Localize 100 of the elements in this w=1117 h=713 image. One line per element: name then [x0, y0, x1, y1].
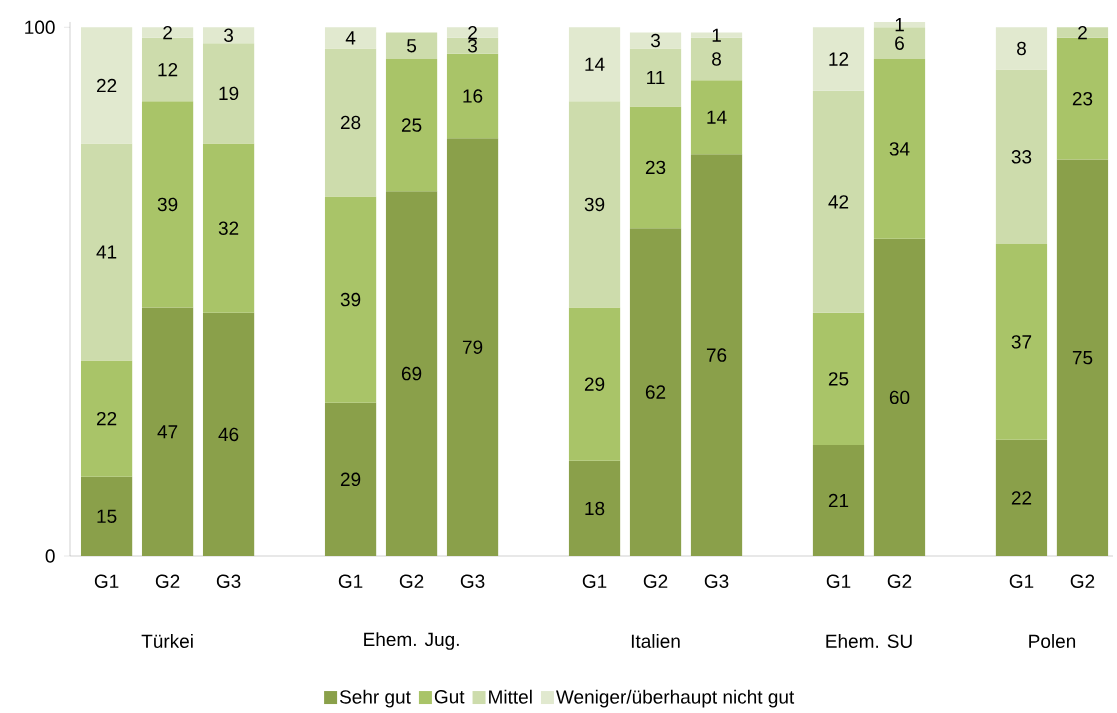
bar — [995, 439, 1048, 556]
bar — [629, 48, 682, 107]
bar — [873, 238, 926, 556]
bar — [80, 476, 133, 556]
x-tick-label: G3 — [460, 574, 485, 588]
y-tick-label: 100 — [25, 20, 55, 35]
bar — [141, 307, 194, 556]
bar — [629, 106, 682, 229]
x-tick-label: G1 — [1009, 574, 1034, 588]
bar — [202, 143, 255, 313]
data-label: 1 — [895, 18, 904, 32]
data-label: 29 — [584, 377, 605, 391]
bar — [873, 59, 926, 239]
data-label: 25 — [828, 372, 849, 386]
bar — [324, 402, 377, 556]
bar — [995, 244, 1048, 440]
data-label: 25 — [401, 118, 422, 132]
bar — [80, 27, 133, 144]
data-label: 3 — [224, 28, 234, 42]
x-tick-label: G1 — [826, 574, 851, 588]
bar — [385, 191, 438, 556]
data-label: 28 — [340, 115, 361, 130]
data-label: 33 — [1011, 150, 1032, 164]
legend-label: Mittel — [489, 689, 532, 704]
bar — [568, 460, 621, 556]
data-label: 29 — [340, 472, 361, 487]
bar — [568, 101, 621, 308]
bar — [324, 27, 377, 49]
data-label: 2 — [1078, 25, 1087, 40]
x-tick-label: G1 — [582, 574, 607, 588]
x-tick-label: G2 — [643, 574, 668, 588]
data-label: 62 — [645, 385, 666, 399]
data-label: 18 — [585, 501, 605, 516]
bar — [202, 27, 255, 44]
bar — [568, 27, 621, 102]
bar — [385, 32, 438, 60]
data-label: 2 — [163, 25, 172, 40]
y-tick-label: 0 — [45, 549, 55, 563]
data-label: 14 — [585, 57, 605, 71]
bar — [446, 138, 499, 556]
data-label: 34 — [889, 142, 910, 156]
data-label: 8 — [712, 52, 721, 66]
x-tick-label: G2 — [887, 574, 912, 588]
bar — [385, 59, 438, 192]
x-tick-label: G2 — [1070, 574, 1095, 588]
bar — [202, 312, 255, 556]
bar — [141, 27, 194, 38]
bar — [568, 307, 621, 461]
data-label: 5 — [407, 39, 417, 53]
data-label: 12 — [829, 52, 849, 66]
data-label: 79 — [462, 340, 483, 354]
bar — [812, 90, 865, 313]
bar — [995, 69, 1048, 245]
data-label: 46 — [218, 427, 239, 442]
data-label: 22 — [96, 411, 117, 426]
x-tick-label: G2 — [155, 574, 180, 588]
text: Italien — [631, 634, 680, 648]
data-label: 15 — [97, 509, 117, 523]
text: Ehem. SU — [826, 634, 912, 648]
bar — [812, 27, 865, 91]
legend-label: Gut — [434, 689, 465, 704]
data-label: 39 — [340, 292, 361, 307]
data-label: 22 — [1011, 491, 1032, 505]
bar — [141, 101, 194, 308]
bar — [690, 80, 743, 155]
bar — [812, 444, 865, 556]
bar — [80, 360, 133, 477]
data-label: 39 — [584, 197, 605, 212]
x-tick-label: G3 — [704, 574, 729, 588]
bar — [1056, 27, 1109, 38]
data-label: 75 — [1072, 351, 1093, 365]
data-label: 3 — [650, 33, 660, 48]
bar — [629, 228, 682, 556]
legend-label: Weniger/überhaupt nicht gut — [556, 689, 795, 708]
data-label: 32 — [218, 221, 239, 235]
data-label: 76 — [706, 348, 727, 362]
data-label: 21 — [828, 493, 849, 508]
x-tick-label: G1 — [338, 574, 363, 588]
legend-label: Sehr gut — [339, 689, 411, 708]
bar — [80, 143, 133, 361]
data-label: 60 — [889, 390, 910, 405]
data-label: 8 — [1017, 41, 1026, 56]
bar — [202, 43, 255, 144]
data-label: 2 — [468, 25, 477, 40]
data-label: 37 — [1011, 335, 1032, 349]
data-label: 69 — [401, 366, 422, 381]
text: Türkei — [141, 634, 193, 648]
x-tick-label: G2 — [399, 574, 424, 588]
bar — [324, 196, 377, 403]
bar — [324, 48, 377, 197]
bar — [812, 312, 865, 445]
data-label: 22 — [96, 78, 117, 93]
data-label: 1 — [712, 28, 721, 42]
data-label: 42 — [828, 195, 849, 209]
x-tick-label: G1 — [94, 574, 119, 588]
data-label: 23 — [645, 160, 666, 175]
data-label: 47 — [157, 425, 178, 439]
bar — [1056, 159, 1109, 556]
x-tick-label: G3 — [216, 574, 241, 588]
data-label: 6 — [895, 36, 904, 50]
